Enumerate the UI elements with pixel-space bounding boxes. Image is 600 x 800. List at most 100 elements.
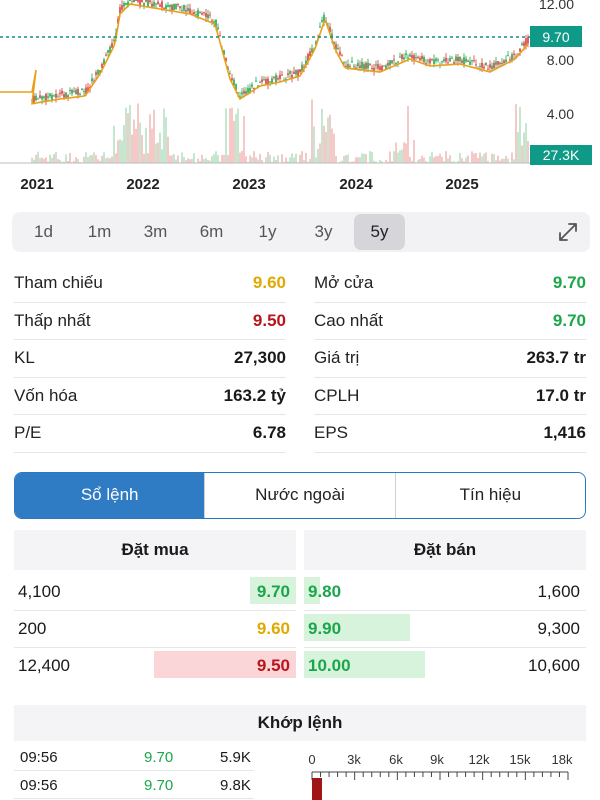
volume-bar — [151, 128, 153, 163]
stat-value: 9.70 — [552, 273, 586, 293]
volume-bar — [249, 155, 251, 163]
trade-price: 9.70 — [144, 749, 174, 766]
volume-bar — [193, 153, 195, 163]
volume-bar — [61, 161, 63, 163]
candle-body — [407, 57, 409, 59]
stat-low: Thấp nhất 9.50 — [14, 303, 286, 340]
tab-foreign[interactable]: Nước ngoài — [204, 473, 394, 518]
volume-bar — [397, 152, 399, 163]
volume-bar — [99, 160, 101, 163]
volume-bar — [261, 160, 263, 163]
candle-body — [505, 59, 507, 62]
candle-body — [469, 61, 471, 65]
volume-bar — [463, 161, 465, 163]
volume-bar — [289, 157, 291, 163]
volume-bar — [403, 142, 405, 163]
candle-body — [247, 88, 249, 93]
candle-body — [145, 0, 147, 2]
volume-bar — [443, 161, 445, 163]
candle-body — [523, 42, 525, 46]
candle-body — [157, 1, 159, 5]
candle-body — [333, 42, 335, 45]
timeframe-1m[interactable]: 1m — [87, 222, 112, 241]
volume-bar — [387, 161, 389, 163]
year-label: 2022 — [126, 176, 159, 193]
candle-body — [497, 61, 499, 65]
candle-body — [307, 53, 309, 62]
sell-volume: 9,300 — [537, 619, 580, 638]
candle-body — [491, 65, 493, 70]
volume-bar — [323, 125, 325, 163]
volume-bar — [77, 158, 79, 163]
volume-bar — [295, 153, 297, 163]
timeframe-3m[interactable]: 3m — [143, 222, 168, 241]
candle-body — [217, 27, 219, 30]
sell-row[interactable]: 9.80 1,600 — [304, 574, 586, 611]
sell-row[interactable]: 10.00 10,600 — [304, 648, 586, 685]
divider — [304, 647, 586, 648]
candle-body — [427, 60, 429, 62]
volume-bar — [435, 156, 437, 163]
volume-bar — [157, 142, 159, 163]
candle-body — [329, 26, 331, 33]
candle-body — [413, 55, 415, 60]
candle-body — [51, 94, 53, 100]
volume-bar — [487, 160, 489, 163]
candle-body — [431, 58, 433, 60]
candle-body — [259, 81, 261, 83]
volume-bar — [173, 154, 175, 163]
tab-signals[interactable]: Tín hiệu — [394, 473, 585, 518]
timeframe-5y[interactable]: 5y — [354, 214, 405, 250]
volume-bar — [299, 154, 301, 163]
candle-body — [341, 55, 343, 57]
timeframe-3y[interactable]: 3y — [314, 222, 333, 241]
candle-body — [315, 41, 317, 46]
volume-bar — [45, 157, 47, 163]
buy-row[interactable]: 12,400 9.50 — [14, 648, 296, 685]
volume-bar — [89, 155, 91, 163]
volume-bar — [233, 120, 235, 163]
volume-bar — [135, 128, 137, 163]
axis-tick-label: 3k — [347, 752, 361, 767]
candle-body — [91, 78, 93, 82]
volume-bar — [267, 152, 269, 163]
divider — [304, 610, 586, 611]
candle-body — [159, 4, 161, 7]
candle-body — [305, 60, 307, 66]
volume-bar — [507, 158, 509, 163]
candle-body — [343, 62, 345, 64]
candle-body — [359, 65, 361, 68]
volume-bar — [391, 161, 393, 163]
candle-body — [181, 10, 183, 12]
volume-bar — [145, 127, 147, 163]
volume-bar — [467, 155, 469, 163]
buy-row[interactable]: 4,100 9.70 — [14, 574, 296, 611]
candle-body — [397, 61, 399, 63]
tab-order-book[interactable]: Sổ lệnh — [15, 473, 205, 518]
candle-body — [387, 62, 389, 66]
axis-tick-label: 15k — [510, 752, 531, 767]
candle-body — [399, 56, 401, 58]
volume-bar — [51, 157, 53, 163]
expand-icon[interactable] — [556, 220, 580, 244]
volume-bar — [515, 104, 517, 163]
volume-bar — [409, 156, 411, 163]
candle-body — [41, 96, 43, 100]
candle-body — [287, 73, 289, 76]
timeframe-6m[interactable]: 6m — [199, 222, 224, 241]
candle-body — [447, 62, 449, 64]
price-chart[interactable]: 12.00 8.00 4.00 9.70 27.3K 2021 2022 202… — [0, 0, 600, 200]
timeframe-1d[interactable]: 1d — [34, 222, 53, 241]
volume-bar — [73, 161, 75, 163]
volume-bar — [373, 160, 375, 163]
candle-body — [297, 70, 299, 77]
candle-body — [373, 67, 375, 71]
buy-row[interactable]: 200 9.60 — [14, 611, 296, 648]
candle-body — [215, 19, 217, 28]
volume-bar — [335, 155, 337, 163]
sell-row[interactable]: 9.90 9,300 — [304, 611, 586, 648]
volume-bar — [125, 107, 127, 163]
timeframe-1y[interactable]: 1y — [258, 222, 277, 241]
stat-pe: P/E 6.78 — [14, 415, 286, 453]
candle-body — [99, 70, 101, 74]
